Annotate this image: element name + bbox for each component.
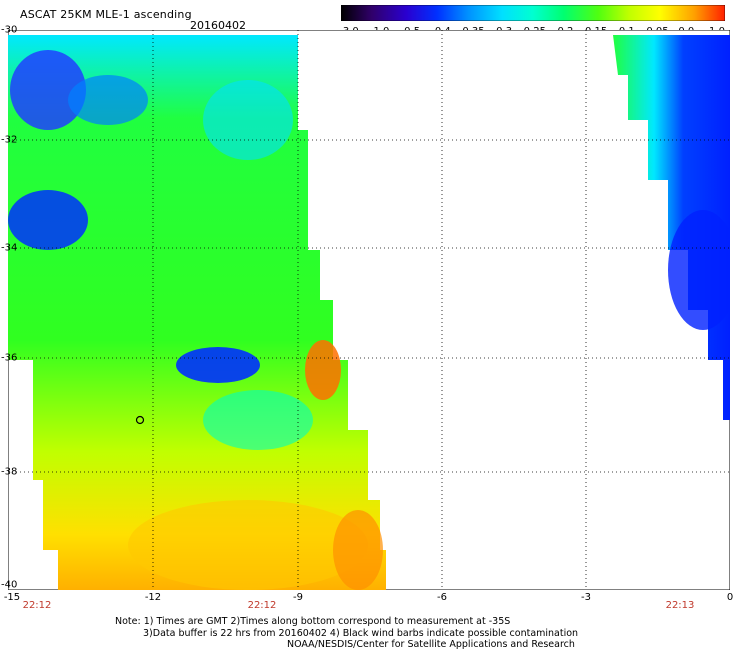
latitude-label: -38 [1, 466, 18, 478]
longitude-label: -12 [144, 592, 162, 603]
time-label: 22:12 [22, 600, 52, 611]
map-title: ASCAT 25KM MLE-1 ascending [20, 8, 192, 21]
grid [8, 30, 730, 590]
note-line-1: Note: 1) Times are GMT 2)Times along bot… [115, 616, 511, 627]
map-date: 20160402 [190, 19, 246, 32]
swath-right [613, 35, 730, 420]
longitude-label: -6 [437, 592, 447, 603]
latitude-label: -36 [1, 352, 18, 364]
notes: Note: 1) Times are GMT 2)Times along bot… [115, 616, 578, 651]
swath-left [8, 35, 386, 590]
longitude-label: 0 [726, 592, 734, 603]
longitude-label: -3 [581, 592, 591, 603]
wind-map [8, 30, 730, 590]
note-line-2: 3)Data buffer is 22 hrs from 20160402 4)… [143, 627, 579, 639]
longitude-label: -9 [293, 592, 303, 603]
time-label: 22:13 [665, 600, 695, 611]
latitude-label: -34 [1, 242, 18, 254]
longitude-label: -15 [3, 592, 21, 603]
latitude-label: -32 [1, 134, 18, 146]
latitude-label: -30 [1, 24, 18, 36]
time-label: 22:12 [247, 600, 277, 611]
colorbar [341, 5, 725, 21]
note-line-3: NOAA/NESDIS/Center for Satellite Applica… [287, 639, 575, 650]
latitude-label: -40 [1, 579, 18, 591]
